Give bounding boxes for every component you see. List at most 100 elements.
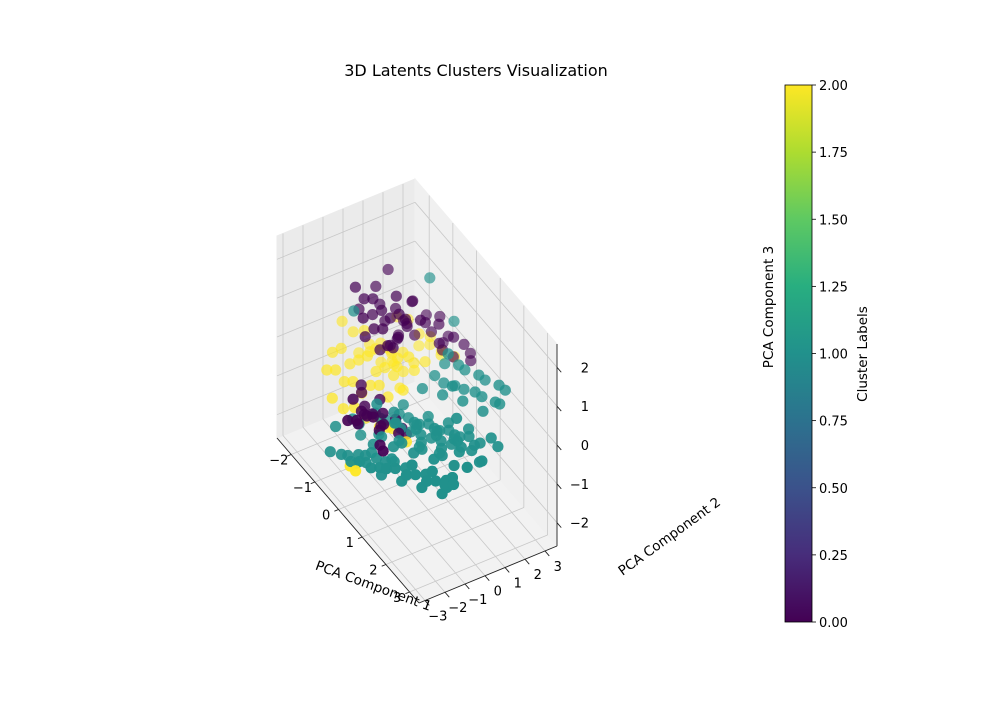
chart-title: 3D Latents Clusters Visualization	[344, 61, 608, 80]
colorbar-tick-label: 1.50	[819, 213, 848, 228]
z-grid-left	[276, 240, 416, 299]
x-tick	[381, 564, 387, 567]
point-cluster-0	[448, 331, 460, 343]
x-tick-label: −1	[293, 481, 312, 496]
y-tick-label: 0	[494, 585, 502, 600]
point-cluster-0	[370, 280, 382, 292]
point-cluster-1	[389, 462, 401, 475]
x-grid-floor	[362, 479, 501, 538]
point-cluster-1	[492, 441, 504, 453]
point-cluster-2	[353, 354, 365, 366]
point-cluster-1	[355, 429, 367, 441]
point-cluster-1	[389, 417, 401, 429]
point-cluster-2	[321, 364, 333, 376]
point-cluster-2	[391, 361, 403, 373]
colorbar-tick-label: 0.00	[819, 616, 848, 631]
point-cluster-1	[453, 359, 465, 371]
point-cluster-1	[365, 462, 377, 474]
point-cluster-1	[446, 380, 458, 392]
point-cluster-0	[393, 308, 405, 320]
point-cluster-0	[347, 393, 359, 405]
point-cluster-1	[421, 475, 433, 487]
point-cluster-1	[447, 478, 460, 491]
x-tick-label: 3	[393, 591, 401, 606]
y-tick	[464, 583, 470, 590]
point-cluster-0	[342, 414, 354, 427]
point-cluster-1	[401, 469, 413, 481]
point-cluster-0	[359, 331, 371, 343]
point-cluster-2	[338, 376, 350, 388]
point-cluster-0	[382, 340, 394, 352]
x-grid-floor	[385, 507, 525, 565]
z-grid-left	[276, 279, 416, 338]
point-cluster-1	[430, 475, 442, 487]
point-cluster-1	[451, 412, 463, 424]
y-tick	[484, 575, 490, 581]
point-cluster-0	[390, 290, 402, 302]
z-axis-label: PCA Component 3	[761, 246, 777, 368]
point-cluster-0	[377, 407, 389, 419]
point-cluster-2	[336, 315, 348, 327]
point-cluster-1	[448, 459, 460, 472]
point-cluster-0	[425, 326, 437, 338]
x-tick	[286, 454, 292, 457]
z-tick-label: 0	[581, 439, 589, 454]
colorbar-tick-label: 2.00	[819, 79, 848, 94]
point-cluster-1	[335, 448, 347, 460]
point-cluster-1	[439, 478, 451, 491]
point-cluster-2	[335, 342, 347, 354]
point-cluster-2	[392, 352, 404, 364]
y-tick	[444, 591, 450, 598]
point-cluster-1	[458, 383, 470, 395]
z-grid-back	[414, 202, 558, 368]
point-cluster-1	[387, 441, 400, 453]
y-axis-label: PCA Component 2	[615, 494, 723, 579]
point-cluster-0	[382, 263, 394, 276]
y-grid-floor	[282, 435, 426, 601]
point-cluster-1	[473, 369, 485, 381]
z-tick	[556, 367, 562, 373]
x-tick	[310, 481, 316, 485]
point-cluster-0	[376, 304, 388, 316]
colorbar-tick-label: 1.75	[819, 146, 848, 161]
point-cluster-0	[377, 445, 389, 457]
point-cluster-1	[476, 455, 488, 467]
point-cluster-1	[448, 315, 460, 327]
point-cluster-0	[357, 312, 369, 324]
x-axis-line	[276, 437, 420, 604]
point-cluster-2	[419, 356, 431, 368]
point-cluster-2	[397, 384, 409, 396]
point-cluster-1	[468, 439, 480, 451]
z-grid-back	[414, 240, 558, 407]
point-cluster-1	[376, 431, 388, 443]
z-grid-left	[276, 201, 416, 260]
point-cluster-1	[457, 395, 469, 407]
z-tick	[556, 483, 562, 490]
point-cluster-2	[408, 364, 420, 376]
point-cluster-2	[347, 326, 359, 338]
point-cluster-0	[414, 314, 427, 326]
point-cluster-1	[428, 453, 440, 465]
point-cluster-2	[326, 346, 339, 358]
point-cluster-1	[411, 419, 423, 431]
point-cluster-1	[439, 358, 451, 370]
y-tick	[504, 567, 510, 573]
point-cluster-1	[485, 432, 497, 444]
point-cluster-1	[345, 455, 357, 468]
x-tick-label: 1	[346, 536, 354, 551]
point-cluster-1	[451, 435, 463, 447]
y-tick-label: 1	[514, 576, 522, 591]
point-cluster-0	[378, 418, 390, 430]
point-cluster-1	[348, 305, 360, 317]
point-cluster-2	[373, 379, 385, 391]
point-cluster-2	[350, 465, 362, 477]
z-tick-label: −1	[570, 478, 589, 493]
colorbar-tick-label: 1.25	[819, 280, 848, 295]
colorbar	[784, 84, 813, 623]
point-cluster-2	[364, 379, 377, 391]
point-cluster-1	[370, 452, 382, 464]
axis-panes	[276, 177, 558, 604]
point-cluster-2	[326, 392, 338, 404]
point-cluster-0	[384, 312, 396, 324]
point-cluster-2	[413, 340, 425, 352]
